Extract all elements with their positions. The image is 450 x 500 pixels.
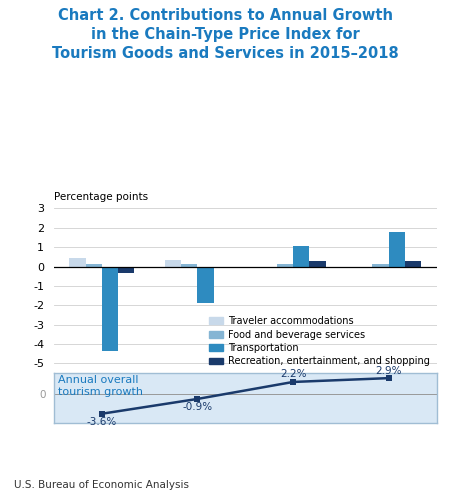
Legend: Traveler accommodations, Food and beverage services, Transportation, Recreation,: Traveler accommodations, Food and bevera… <box>207 314 432 368</box>
Text: U.S. Bureau of Economic Analysis: U.S. Bureau of Economic Analysis <box>14 480 189 490</box>
Bar <box>86 264 102 266</box>
Bar <box>198 266 214 304</box>
Bar <box>405 260 421 266</box>
Bar <box>181 264 198 266</box>
Text: Percentage points: Percentage points <box>54 192 148 202</box>
Text: 2.9%: 2.9% <box>375 366 402 376</box>
Bar <box>261 266 277 268</box>
Bar <box>373 264 389 266</box>
Bar <box>69 258 86 266</box>
Bar <box>102 266 118 351</box>
Text: Annual overall
tourism growth: Annual overall tourism growth <box>58 374 143 397</box>
Text: Chart 2. Contributions to Annual Growth
in the Chain-Type Price Index for
Touris: Chart 2. Contributions to Annual Growth … <box>52 8 398 61</box>
Text: -3.6%: -3.6% <box>87 416 117 426</box>
Bar <box>165 260 181 266</box>
Bar <box>118 266 134 272</box>
Text: -0.9%: -0.9% <box>182 402 212 412</box>
Bar <box>309 262 326 266</box>
Bar <box>389 232 405 266</box>
Bar <box>214 266 230 268</box>
Bar <box>277 264 293 266</box>
Bar <box>356 266 373 268</box>
Bar <box>293 246 309 266</box>
Text: 2.2%: 2.2% <box>280 370 306 380</box>
